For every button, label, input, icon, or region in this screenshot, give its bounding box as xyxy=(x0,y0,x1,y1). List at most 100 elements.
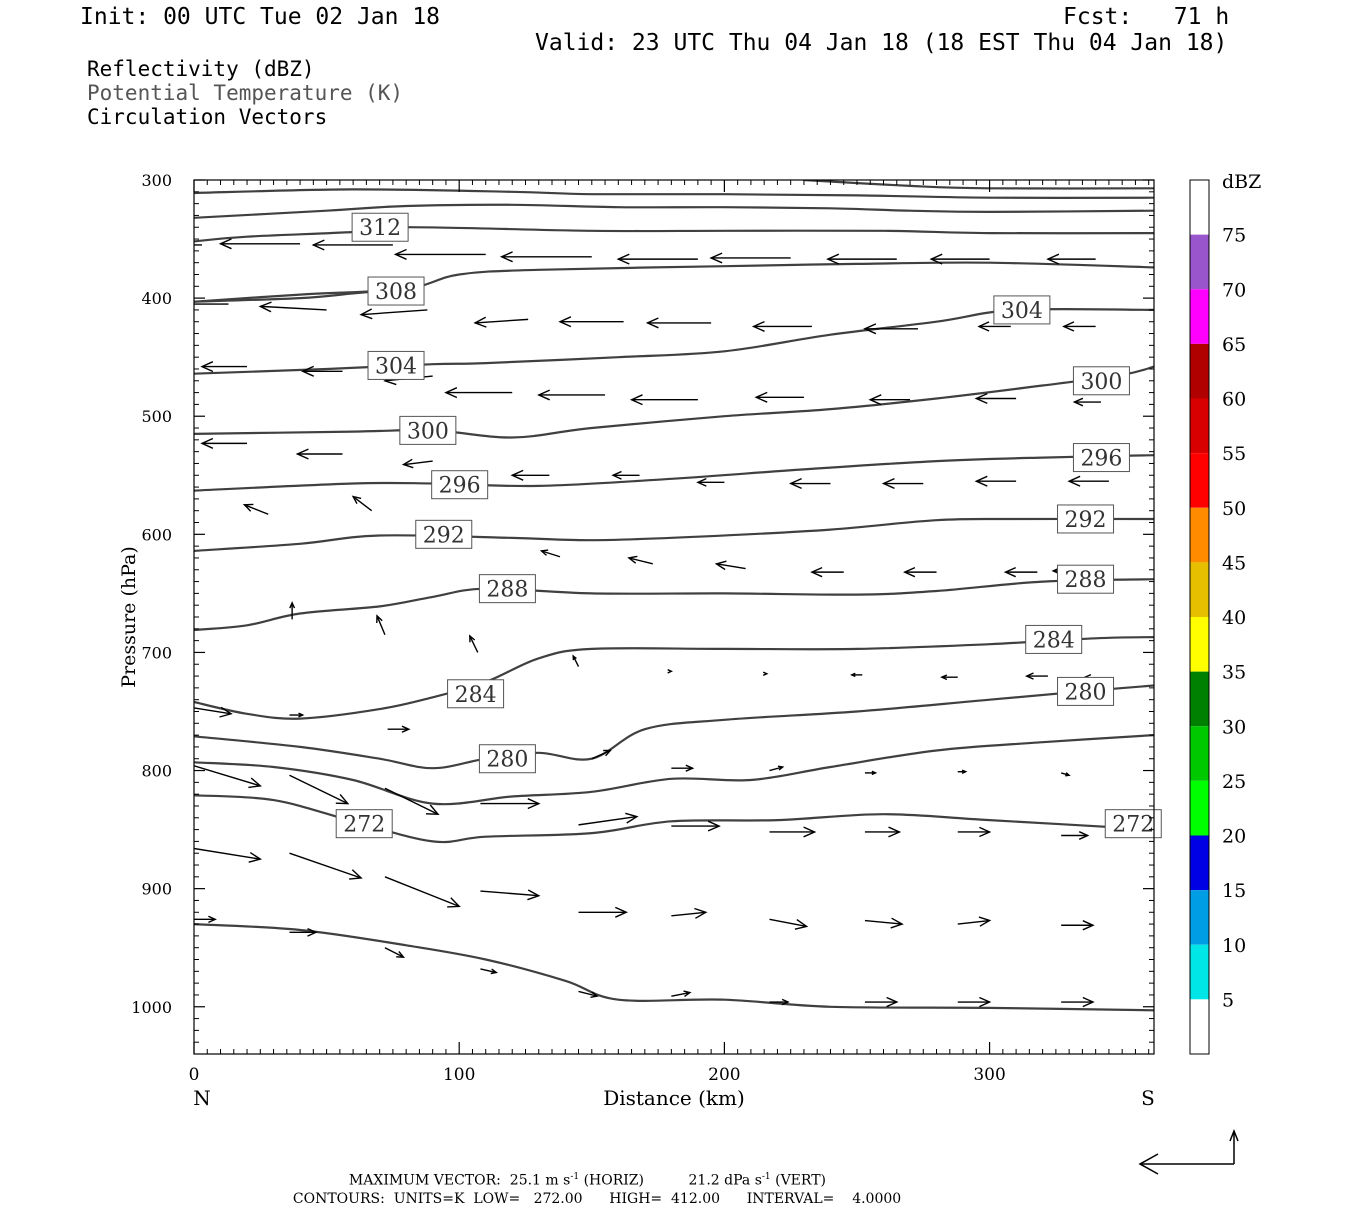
circulation-vector xyxy=(616,253,698,265)
isentrope-label-box xyxy=(335,809,393,839)
isentrope-label-text: 300 xyxy=(1080,370,1122,395)
isentrope-label-box xyxy=(367,276,425,306)
circulation-vector xyxy=(762,671,769,676)
circulation-vector xyxy=(1061,996,1095,1008)
circulation-vector xyxy=(387,725,411,733)
colorbar-swatch xyxy=(1190,234,1209,290)
circulation-vector xyxy=(289,927,318,937)
circulation-vector xyxy=(667,669,673,674)
contours-label: CONTOURS: xyxy=(292,1191,385,1207)
circulation-vector xyxy=(864,770,878,776)
circulation-vector xyxy=(850,672,863,678)
circulation-vector xyxy=(611,470,640,480)
circulation-vector xyxy=(769,826,817,838)
circulation-vector xyxy=(940,674,958,681)
valid-time: Valid: 23 UTC Thu 04 Jan 18 (18 EST Thu … xyxy=(535,30,1228,56)
circulation-vector xyxy=(401,458,433,469)
isentrope-label-text: 288 xyxy=(486,578,528,603)
circulation-vector xyxy=(714,560,746,571)
circulation-vector xyxy=(194,915,217,924)
max-horiz-tag: (HORIZ) xyxy=(583,1172,644,1189)
y-tick-label: 500 xyxy=(141,407,172,426)
colorbar-swatch xyxy=(1190,671,1209,727)
y-tick-label: 1000 xyxy=(131,998,172,1017)
circulation-vector xyxy=(289,852,363,880)
isentrope-label: 272 xyxy=(1104,809,1162,839)
circulation-vector xyxy=(578,990,599,998)
colorbar-swatch xyxy=(1190,180,1209,235)
circulation-vector xyxy=(769,765,785,772)
max-horiz-unit-exponent: -1 xyxy=(570,1172,580,1182)
circulation-vector xyxy=(393,248,486,260)
isentrope-label: 308 xyxy=(367,276,425,306)
colorbar-swatch xyxy=(1190,944,1209,1000)
colorbar-unit: dBZ xyxy=(1222,171,1261,193)
x-axis-left-end-label: N xyxy=(193,1086,211,1110)
contours-low: LOW= 272.00 xyxy=(473,1191,583,1207)
circulation-vector xyxy=(629,394,698,406)
circulation-vector xyxy=(671,990,692,997)
isentrope-label-box xyxy=(399,415,457,445)
circulation-vector xyxy=(480,968,498,975)
isentrope-line xyxy=(194,203,1154,219)
x-axis-title: Distance (km) xyxy=(603,1086,745,1110)
circulation-vector xyxy=(558,316,624,328)
colorbar-level-label: 60 xyxy=(1222,389,1246,411)
circulation-vector xyxy=(300,365,343,377)
contours-interval: INTERVAL= 4.0000 xyxy=(746,1191,902,1207)
circulation-vector xyxy=(826,253,897,265)
x-tick-label: 0 xyxy=(189,1065,200,1085)
isentrope-line xyxy=(194,517,1154,552)
colorbar-level-label: 35 xyxy=(1222,662,1246,684)
isentrope-label-box xyxy=(1057,504,1115,534)
circulation-vector xyxy=(1062,321,1096,332)
circulation-vector xyxy=(1067,475,1109,487)
circulation-vector xyxy=(572,654,580,667)
isentrope-label-box xyxy=(415,519,473,549)
isentrope-label-box xyxy=(1072,366,1130,396)
circulation-vector xyxy=(200,361,248,373)
circulation-vector xyxy=(473,316,529,328)
isentrope-label-box xyxy=(1072,443,1130,473)
isentrope-line xyxy=(194,188,1154,199)
colorbar-swatch xyxy=(1190,507,1209,563)
colorbar-swatch xyxy=(1190,453,1209,508)
circulation-vector xyxy=(1072,397,1101,407)
circulation-vector xyxy=(444,387,513,399)
circulation-vector xyxy=(311,239,393,251)
isentrope-label-text: 308 xyxy=(375,280,417,305)
circulation-vector xyxy=(627,555,653,565)
isentrope-label-text: 292 xyxy=(1065,508,1107,533)
colorbar-swatch xyxy=(1190,726,1209,781)
circulation-vector xyxy=(864,996,899,1008)
colorbar-level-label: 20 xyxy=(1222,826,1246,848)
colorbar-swatch xyxy=(1190,780,1209,836)
max-horiz-value: 25.1 xyxy=(509,1172,541,1189)
circulation-vector xyxy=(289,774,350,805)
isentrope-label: 272 xyxy=(335,809,393,839)
circulation-vector xyxy=(769,998,790,1006)
circulation-vector xyxy=(384,787,440,815)
y-tick-label: 700 xyxy=(141,643,172,662)
circulation-vector xyxy=(810,566,844,578)
isentrope-label-box xyxy=(1057,564,1115,594)
colorbar-swatch xyxy=(1190,617,1209,672)
circulation-vector xyxy=(384,876,461,908)
circulation-vector xyxy=(480,798,541,810)
max-vector-label: MAXIMUM VECTOR: xyxy=(348,1172,501,1189)
colorbar-level-label: 70 xyxy=(1222,279,1246,301)
colorbar-swatch xyxy=(1190,289,1209,344)
circulation-vector xyxy=(957,769,968,775)
title-potential-temperature: Potential Temperature (K) xyxy=(87,81,404,105)
isentrope-label-box xyxy=(1104,809,1162,839)
isentrope-label: 300 xyxy=(1072,366,1130,396)
isentrope-label-text: 284 xyxy=(455,683,497,708)
circulation-vector xyxy=(929,253,990,265)
circulation-vector xyxy=(578,812,639,826)
circulation-vector xyxy=(671,820,721,832)
colorbar-swatch xyxy=(1190,398,1209,454)
isentrope-line xyxy=(194,684,1154,770)
isentrope-label: 284 xyxy=(447,679,505,709)
circulation-vector xyxy=(957,916,992,927)
